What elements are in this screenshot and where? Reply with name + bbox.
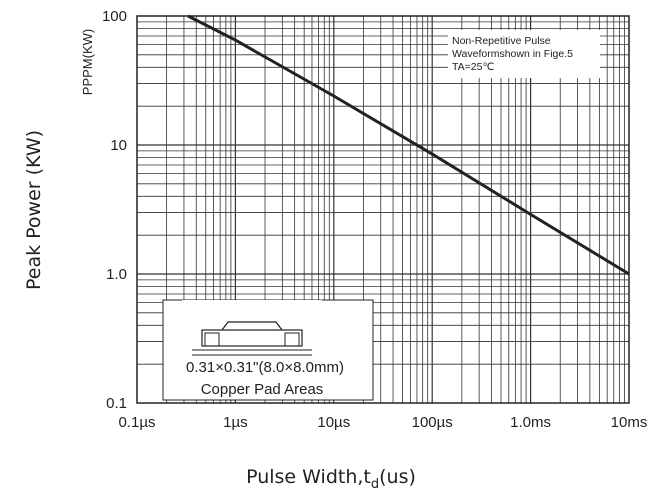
conditions-note-line-2: Waveformshown in Fige.5 <box>452 48 573 60</box>
package-lead-left <box>204 332 220 347</box>
package-top <box>221 321 283 331</box>
x-tick-label: 1µs <box>223 414 248 431</box>
copper-pad-inset: 0.31×0.31"(8.0×8.0mm) Copper Pad Areas <box>162 299 374 401</box>
plot-frame <box>136 15 630 404</box>
y-axis-title: Peak Power (KW) <box>23 130 45 290</box>
drawing-clearance <box>182 300 322 356</box>
x-axis-title: Pulse Width,td(us) <box>246 466 416 492</box>
y-tick-label: 10 <box>110 137 127 154</box>
x-tick-label: 100µs <box>412 414 453 431</box>
x-tick-label: 10µs <box>317 414 350 431</box>
series-layer <box>187 14 630 276</box>
series-line-1 <box>187 14 630 276</box>
inset-copper-label: Copper Pad Areas <box>201 381 324 398</box>
inset-dimension-label: 0.31×0.31"(8.0×8.0mm) <box>186 359 344 376</box>
tick-labels: 0.1µs 1µs 10µs 100µs 1.0ms 10ms 100 10 1.0 0.1 <box>102 8 647 431</box>
y-tick-label: 1.0 <box>106 266 127 283</box>
smd-package-drawing <box>182 300 322 356</box>
package-body <box>201 329 303 347</box>
y-tick-label: 100 <box>102 8 127 25</box>
x-tick-label: 10ms <box>611 414 648 431</box>
x-axis-title-main: Pulse Width,t <box>246 466 371 488</box>
conditions-note-box <box>448 30 600 78</box>
y-tick-label: 0.1 <box>106 395 127 412</box>
x-axis-title-suffix: (us) <box>379 466 416 488</box>
package-lead-right <box>284 332 300 347</box>
x-tick-label: 1.0ms <box>510 414 551 431</box>
x-axis-title-subscript: d <box>371 477 379 492</box>
conditions-note-line-1: Non-Repetitive Pulse <box>452 35 551 47</box>
x-tick-label: 0.1µs <box>119 414 156 431</box>
conditions-note: Non-Repetitive Pulse Waveformshown in Fi… <box>448 30 600 78</box>
y-axis-unit-label: PPPM(KW) <box>80 29 95 95</box>
conditions-note-line-3: TA=25℃ <box>452 61 494 73</box>
